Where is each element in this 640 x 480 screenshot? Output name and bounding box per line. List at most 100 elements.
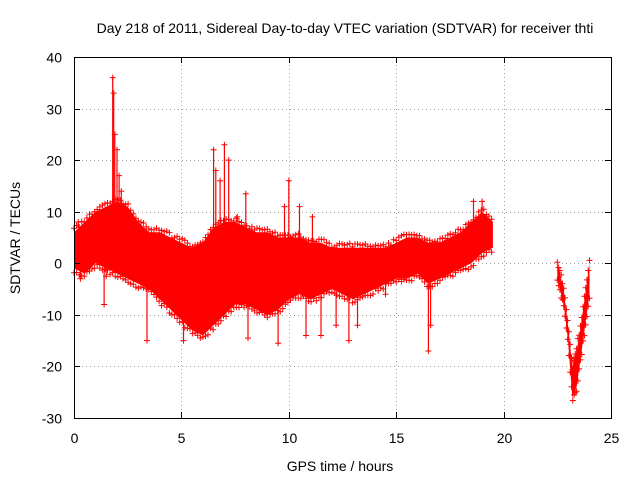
main-segment-point <box>89 265 95 272</box>
chart-title: Day 218 of 2011, Sidereal Day-to-day VTE… <box>97 20 594 36</box>
plot-frame <box>74 57 612 419</box>
late-segment-point <box>580 337 587 344</box>
main-segment-point <box>81 219 88 226</box>
late-segment-point <box>568 354 575 361</box>
main-segment-point <box>480 253 487 260</box>
main-segment-band <box>74 201 493 336</box>
main-segment-point <box>266 311 273 318</box>
main-segment-point <box>419 275 425 282</box>
y-tick-label: 40 <box>46 50 62 66</box>
x-tick-label: 20 <box>497 430 513 446</box>
main-segment-point <box>333 292 340 299</box>
data-series <box>71 74 593 404</box>
main-segment-point <box>465 220 472 227</box>
main-segment-point <box>243 302 250 309</box>
main-segment-point <box>400 276 407 283</box>
late-segment-point <box>576 332 583 339</box>
main-segment-point <box>104 267 111 274</box>
x-tick-label: 10 <box>282 430 298 446</box>
main-segment-point <box>120 275 126 282</box>
main-segment-point <box>346 294 353 301</box>
y-tick-label: 10 <box>46 205 62 221</box>
main-segment-point <box>176 319 183 326</box>
main-segment-point <box>359 242 366 249</box>
main-segment-point <box>269 230 276 237</box>
main-segment-point <box>346 240 353 247</box>
main-segment-point <box>310 238 317 245</box>
main-segment-point <box>442 273 449 280</box>
y-tick-label: -20 <box>42 359 62 375</box>
late-segment-point <box>573 345 580 352</box>
x-tick-label: 25 <box>604 430 620 446</box>
main-segment-point <box>184 240 191 247</box>
late-segment-point <box>578 314 585 321</box>
main-segment-point <box>248 223 255 230</box>
main-segment-point <box>370 291 376 297</box>
y-tick-label: -10 <box>42 308 62 324</box>
main-segment-point <box>161 228 168 235</box>
late-segment-point <box>580 303 587 310</box>
main-segment-point <box>272 310 279 317</box>
main-segment-point <box>408 277 415 284</box>
main-segment-point <box>150 291 157 298</box>
late-segment-point <box>585 303 592 310</box>
x-axis-label: GPS time / hours <box>287 458 394 474</box>
main-segment-point <box>91 265 98 272</box>
main-segment-point <box>166 229 173 236</box>
main-segment-point <box>197 335 204 341</box>
main-segment-point <box>94 206 101 213</box>
main-segment-point <box>135 285 142 292</box>
main-segment-point <box>382 243 389 250</box>
main-segment-point <box>447 272 454 279</box>
main-segment-point <box>210 326 217 333</box>
main-segment-point <box>395 234 402 241</box>
late-segment-point <box>583 276 590 283</box>
main-segment-point <box>233 215 240 222</box>
main-segment-point <box>313 297 320 304</box>
late-segment-point <box>564 336 571 343</box>
late-segment-point <box>563 325 570 331</box>
main-segment-point <box>179 318 186 325</box>
late-segment-point <box>577 356 584 363</box>
late-segment-point <box>568 383 575 390</box>
main-segment-point <box>163 304 170 311</box>
main-segment-point <box>246 303 253 310</box>
main-segment-point <box>279 305 286 312</box>
main-segment-point <box>486 213 492 220</box>
main-segment-point <box>127 207 134 214</box>
main-segment-point <box>174 233 181 240</box>
main-segment-point <box>264 314 271 321</box>
late-segment-point <box>555 264 562 271</box>
late-segment-point <box>586 257 593 264</box>
main-segment-point <box>344 241 351 248</box>
main-segment-point <box>290 233 297 239</box>
main-segment-point <box>171 234 178 241</box>
main-segment-point <box>156 298 163 305</box>
main-segment-point <box>413 272 420 279</box>
main-segment-point <box>223 313 230 320</box>
main-segment-point <box>76 223 83 230</box>
main-segment-point <box>112 273 119 280</box>
main-segment-point <box>452 229 459 236</box>
main-segment-point <box>416 232 423 239</box>
main-segment-point <box>377 242 384 249</box>
main-segment-point <box>199 239 206 246</box>
main-segment-point <box>429 239 436 246</box>
main-segment-point <box>205 231 211 238</box>
late-segment-point <box>564 317 571 324</box>
main-segment-point <box>199 333 206 340</box>
main-segment-point <box>457 267 464 274</box>
late-segment-point <box>581 332 588 339</box>
main-segment-point <box>310 295 317 302</box>
main-segment-point <box>272 229 279 236</box>
x-tick-label: 0 <box>71 430 79 446</box>
main-segment-point <box>372 242 379 249</box>
main-segment-point <box>153 294 160 301</box>
main-segment-point <box>197 240 204 247</box>
main-segment-point <box>447 230 454 237</box>
axis-ticks: 0 5 10 15 20 25 -30 -20 -10 0 10 20 30 40 <box>42 50 620 447</box>
main-segment-point <box>215 320 222 327</box>
main-segment-point <box>101 200 108 207</box>
main-segment-point <box>359 293 366 300</box>
